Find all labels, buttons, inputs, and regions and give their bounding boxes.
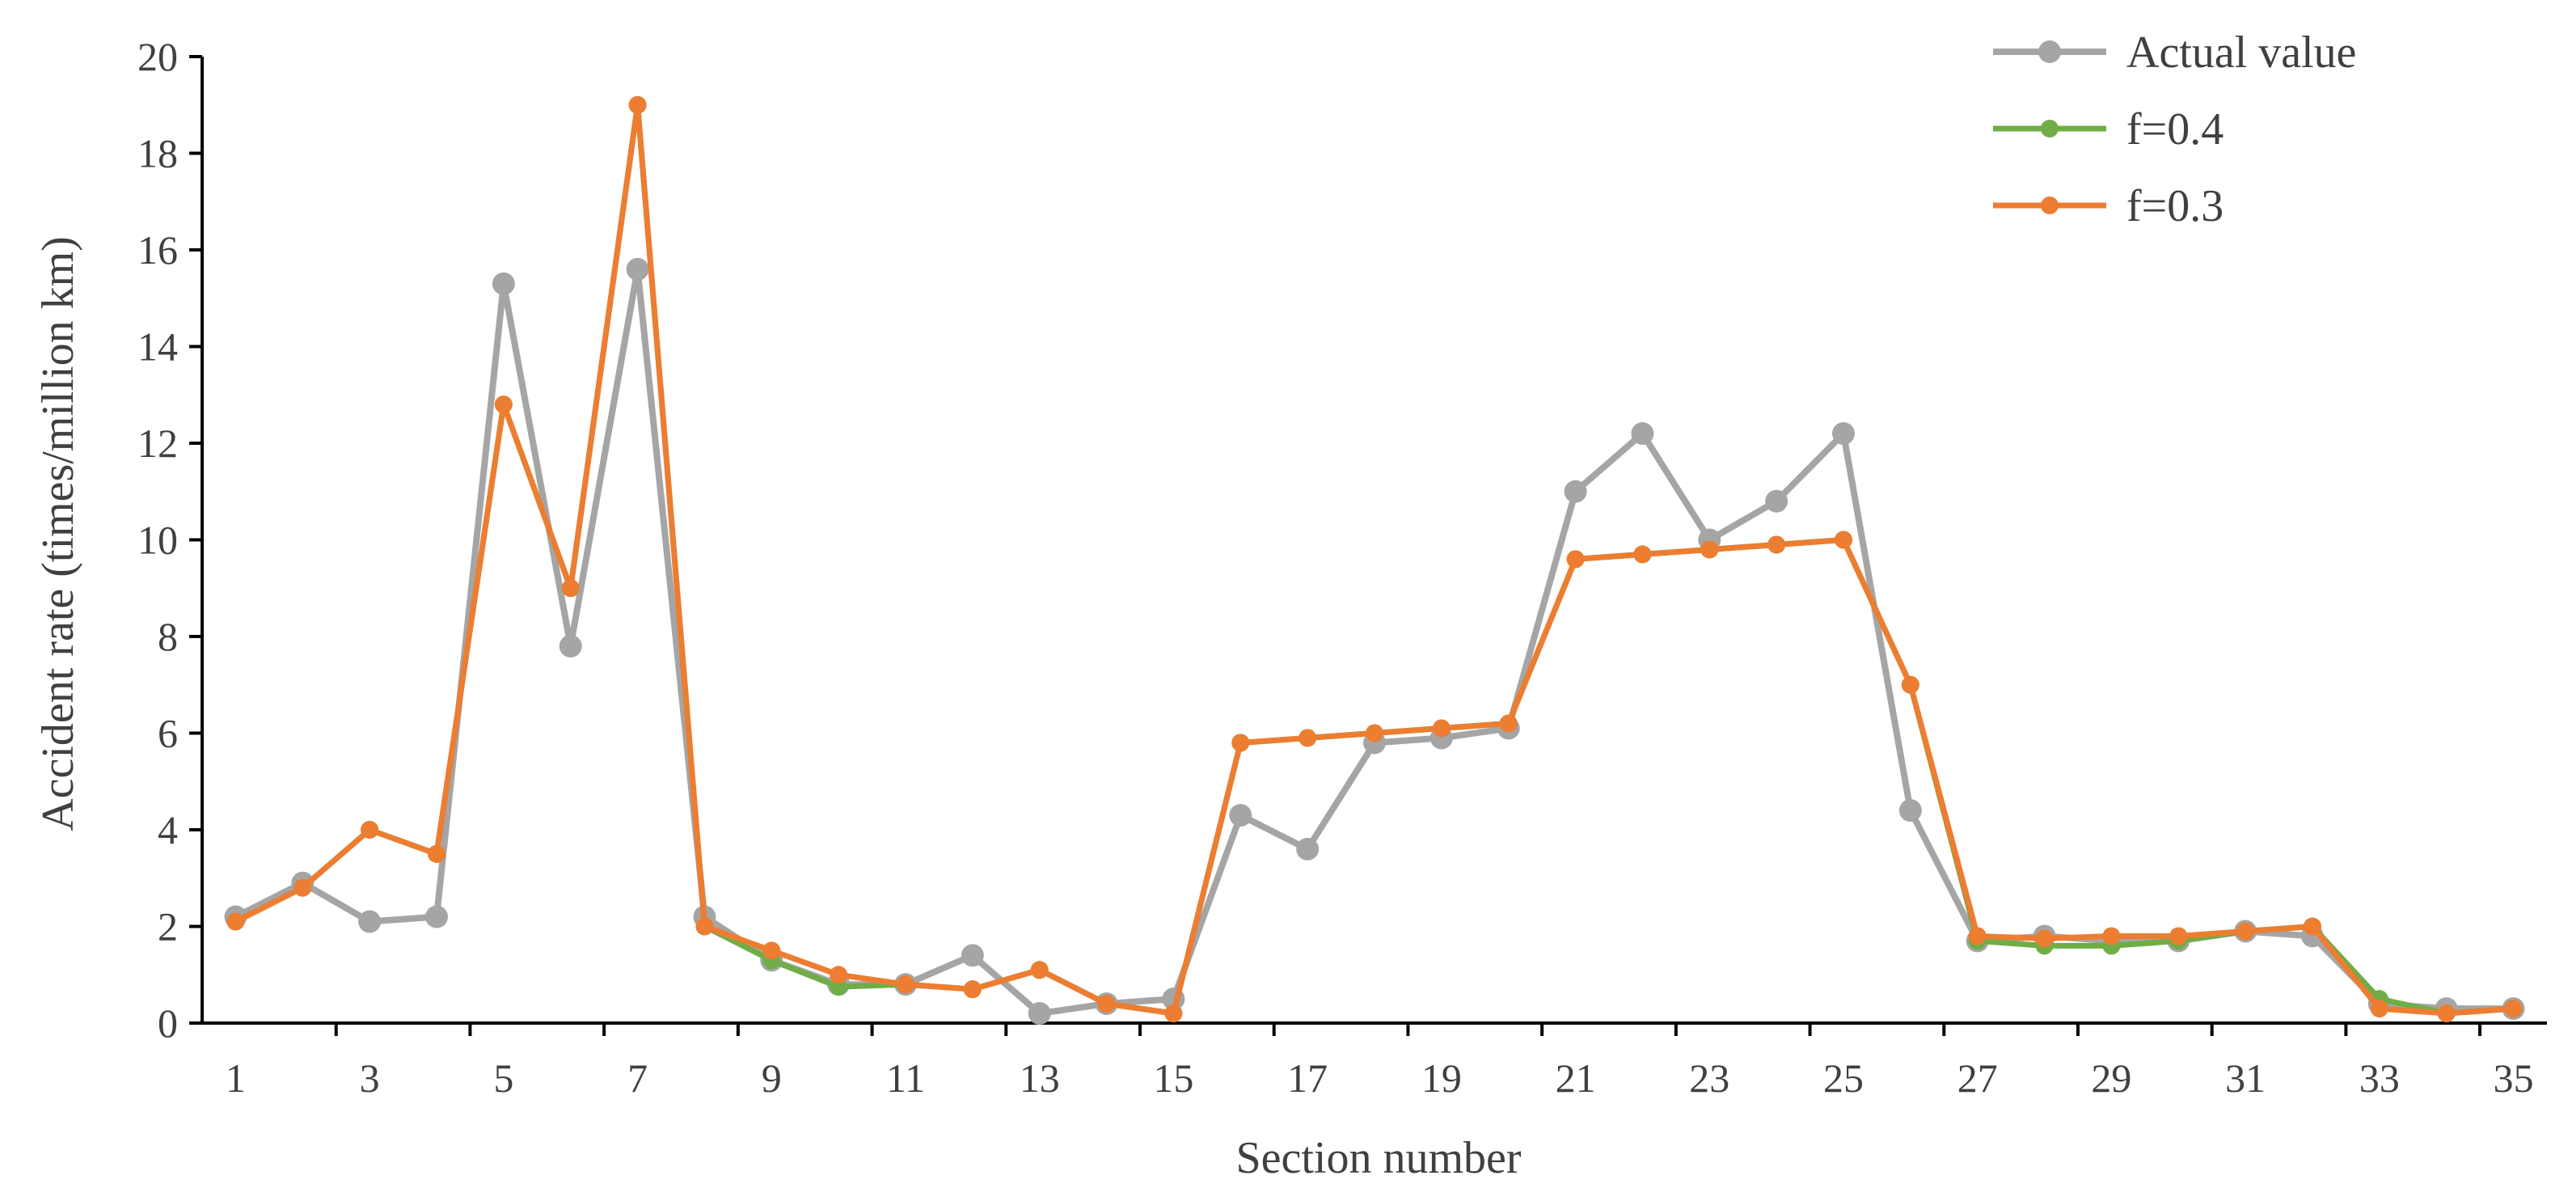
data-point xyxy=(2102,927,2121,945)
x-tick-label: 3 xyxy=(360,1055,380,1101)
data-point xyxy=(1901,675,1919,694)
x-tick-label: 7 xyxy=(627,1055,648,1101)
data-point xyxy=(428,844,446,863)
x-tick-label: 19 xyxy=(1421,1055,1462,1101)
data-point xyxy=(1366,724,1383,742)
y-tick-label: 18 xyxy=(137,131,178,176)
data-point xyxy=(559,634,582,658)
series-line xyxy=(232,102,2517,1017)
y-tick-label: 6 xyxy=(158,711,178,756)
y-tick-label: 4 xyxy=(158,807,178,852)
data-point xyxy=(1631,422,1654,446)
data-point xyxy=(1231,734,1250,752)
data-point xyxy=(2236,922,2255,941)
data-point xyxy=(1835,531,1852,549)
data-point xyxy=(1633,545,1652,564)
data-point xyxy=(2504,1000,2523,1018)
x-tick-label: 35 xyxy=(2494,1055,2534,1101)
data-point xyxy=(1767,535,1786,554)
x-tick-label: 17 xyxy=(1287,1055,1328,1101)
data-point xyxy=(2370,1000,2388,1018)
legend-swatch-marker xyxy=(2041,120,2059,137)
x-tick-label: 1 xyxy=(226,1055,246,1101)
x-tick-label: 21 xyxy=(1556,1055,1596,1101)
data-point xyxy=(762,941,781,960)
legend-label: Actual value xyxy=(2126,27,2357,78)
series-1 xyxy=(224,257,2525,1026)
legend: Actual value f=0.4 f=0.3 xyxy=(1993,27,2357,231)
y-tick-label: 16 xyxy=(137,227,178,273)
data-point xyxy=(361,821,379,839)
data-point xyxy=(494,395,513,414)
x-tick-label: 15 xyxy=(1153,1055,1193,1101)
series-3 xyxy=(226,95,2523,1023)
legend-swatch-marker xyxy=(2038,40,2061,63)
y-tick-label: 8 xyxy=(158,614,178,659)
data-point xyxy=(1564,480,1587,503)
data-point xyxy=(1700,540,1719,559)
data-point xyxy=(628,95,647,114)
data-point xyxy=(226,912,245,931)
data-point xyxy=(1097,995,1116,1013)
data-point xyxy=(1229,804,1252,827)
data-point xyxy=(1499,714,1518,733)
x-tick-label: 13 xyxy=(1020,1055,1060,1101)
data-point xyxy=(963,980,982,999)
data-point xyxy=(897,975,914,994)
data-point xyxy=(2035,929,2054,948)
data-point xyxy=(2304,917,2321,936)
data-point xyxy=(1028,1002,1051,1026)
data-point xyxy=(695,917,714,936)
legend-item: Actual value xyxy=(1993,27,2357,78)
data-point xyxy=(1432,719,1451,738)
data-point xyxy=(1832,422,1855,446)
x-tick-label: 23 xyxy=(1689,1055,1729,1101)
legend-label: f=0.3 xyxy=(2126,181,2223,231)
legend-item: f=0.4 xyxy=(1993,104,2223,154)
x-axis-title: Section number xyxy=(1235,1133,1521,1183)
y-tick-label: 20 xyxy=(137,34,178,79)
data-point xyxy=(1299,729,1317,747)
data-point xyxy=(561,579,580,598)
x-tick-label: 25 xyxy=(1823,1055,1864,1101)
data-point xyxy=(1296,837,1320,861)
y-tick-label: 0 xyxy=(158,1000,178,1046)
data-point xyxy=(425,905,448,928)
x-tick-label: 33 xyxy=(2359,1055,2400,1101)
x-tick-label: 31 xyxy=(2225,1055,2266,1101)
legend-swatch-marker xyxy=(2041,197,2059,214)
data-point xyxy=(293,878,312,897)
data-point xyxy=(2437,1004,2456,1023)
y-tick-label: 12 xyxy=(137,421,178,466)
data-point xyxy=(1765,489,1788,513)
y-tick-label: 2 xyxy=(158,904,178,949)
data-point xyxy=(1968,927,1987,945)
series-2 xyxy=(226,95,2523,1023)
x-tick-label: 5 xyxy=(493,1055,513,1101)
data-point xyxy=(1566,550,1585,569)
data-point xyxy=(830,966,848,984)
y-tick-label: 10 xyxy=(137,518,178,563)
x-tick-label: 27 xyxy=(1957,1055,1998,1101)
data-point xyxy=(1164,1004,1183,1023)
data-point xyxy=(492,272,515,295)
series-layer xyxy=(224,95,2525,1026)
data-point xyxy=(1030,961,1049,979)
legend-label: f=0.4 xyxy=(2126,104,2223,154)
x-tick-label: 29 xyxy=(2091,1055,2131,1101)
data-point xyxy=(2169,927,2188,945)
x-tick-label: 11 xyxy=(886,1055,925,1101)
data-point xyxy=(358,910,382,933)
legend-item: f=0.3 xyxy=(1993,181,2223,231)
data-point xyxy=(626,257,649,281)
x-tick-label: 9 xyxy=(762,1055,782,1101)
data-point xyxy=(961,944,984,967)
y-axis-title: Accident rate (times/million km) xyxy=(33,236,83,831)
data-point xyxy=(1898,799,1922,823)
y-tick-label: 14 xyxy=(137,324,178,370)
